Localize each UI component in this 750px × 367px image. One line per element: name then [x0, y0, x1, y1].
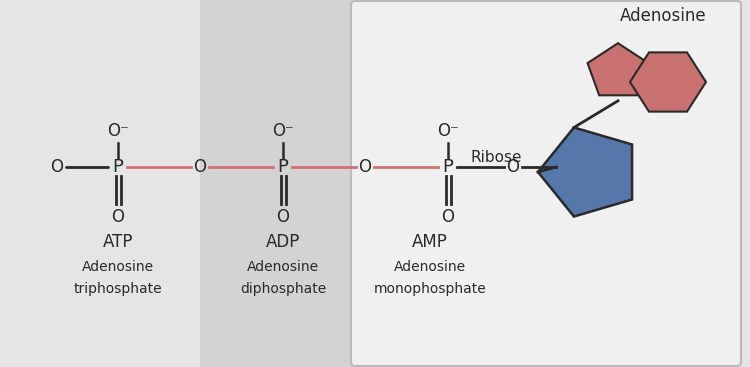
Text: P: P	[112, 158, 124, 176]
Text: ADP: ADP	[266, 233, 300, 251]
Text: O: O	[194, 158, 206, 176]
Text: AMP: AMP	[412, 233, 448, 251]
Text: diphosphate: diphosphate	[240, 282, 326, 296]
Text: Ribose: Ribose	[470, 149, 522, 164]
Text: O⁻: O⁻	[437, 122, 459, 140]
Text: monophosphate: monophosphate	[374, 282, 486, 296]
Polygon shape	[630, 52, 706, 112]
Text: O: O	[112, 208, 125, 226]
Text: Adenosine: Adenosine	[394, 260, 466, 274]
Text: ATP: ATP	[103, 233, 134, 251]
Text: O: O	[50, 158, 64, 176]
Text: O: O	[277, 208, 290, 226]
Text: Adenosine: Adenosine	[620, 7, 706, 25]
Text: P: P	[442, 158, 454, 176]
Text: O⁻: O⁻	[107, 122, 129, 140]
Text: O: O	[506, 158, 520, 176]
Text: O⁻: O⁻	[272, 122, 294, 140]
Text: O: O	[358, 158, 371, 176]
Text: Adenosine: Adenosine	[82, 260, 154, 274]
Polygon shape	[538, 127, 632, 217]
Polygon shape	[587, 43, 649, 95]
Text: triphosphate: triphosphate	[74, 282, 162, 296]
Bar	[200, 0, 375, 367]
Text: O: O	[442, 208, 454, 226]
Text: Adenosine: Adenosine	[247, 260, 319, 274]
FancyBboxPatch shape	[351, 1, 741, 366]
Text: P: P	[278, 158, 289, 176]
